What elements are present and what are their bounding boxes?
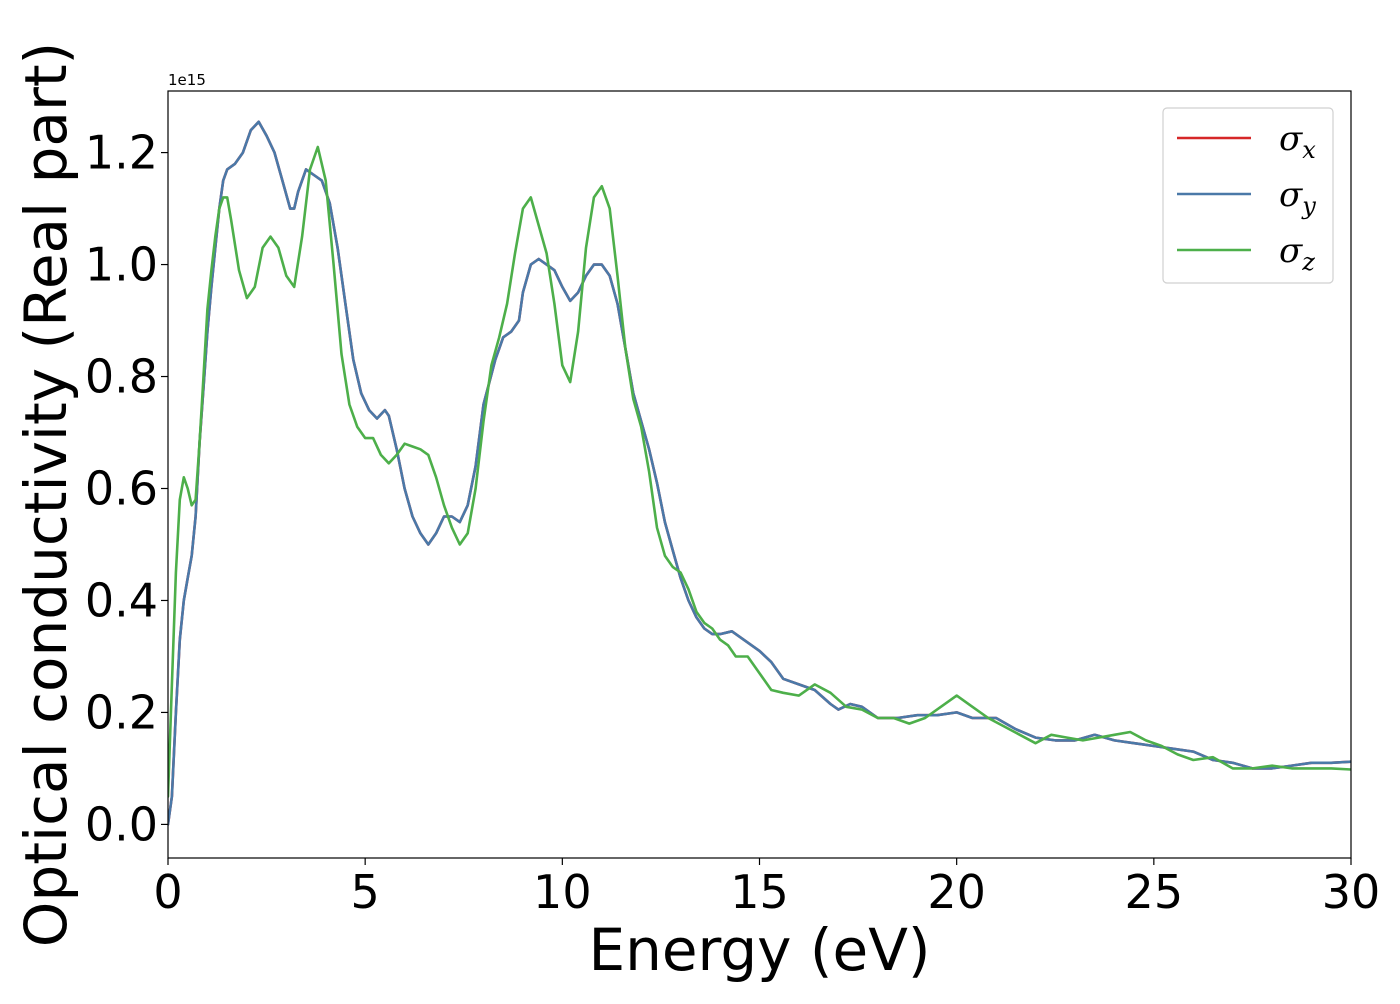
x-tick-label: 25 (1125, 865, 1184, 919)
y-tick-label: 0.2 (85, 685, 158, 739)
y-tick-label: 1.2 (85, 126, 158, 180)
x-tick-label: 10 (533, 865, 592, 919)
x-tick-label: 0 (153, 865, 182, 919)
series-line-z (168, 145, 1351, 798)
x-axis: 0 5 10 15 20 25 30 (153, 858, 1380, 919)
x-axis-title: Energy (eV) (588, 916, 930, 984)
x-tick-label: 20 (927, 865, 986, 919)
y-offset-label: 1e15 (168, 71, 206, 89)
legend-label-z: σz (1279, 231, 1315, 276)
y-axis: 0.0 0.2 0.4 0.6 0.8 1.0 1.2 (85, 126, 168, 851)
legend-box (1162, 107, 1334, 284)
y-tick-label: 0.8 (85, 350, 158, 404)
x-tick-label: 30 (1322, 865, 1381, 919)
y-tick-label: 0.4 (85, 573, 158, 627)
series-line-y (168, 120, 1351, 826)
x-tick-label: 5 (351, 865, 380, 919)
y-tick-label: 0.0 (85, 797, 158, 851)
y-axis-title: Optical conductivity (Real part) (12, 42, 80, 947)
x-tick-label: 15 (730, 865, 789, 919)
y-tick-label: 1.0 (85, 238, 158, 292)
y-tick-label: 0.6 (85, 461, 158, 515)
plot-area (168, 120, 1351, 826)
